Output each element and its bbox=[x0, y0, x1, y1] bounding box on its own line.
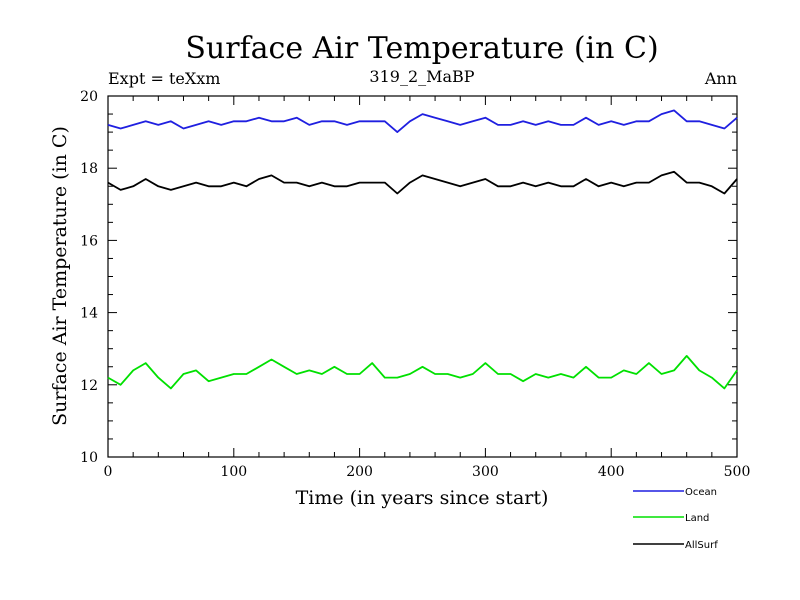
x-tick-label: 0 bbox=[104, 464, 113, 480]
legend-label-allsurf: AllSurf bbox=[685, 540, 718, 551]
plot-frame bbox=[107, 95, 738, 458]
series-line-land bbox=[107, 354, 738, 390]
series-line-allsurf bbox=[107, 170, 738, 195]
y-tick-label: 10 bbox=[80, 450, 98, 466]
experiment-label: Expt = teXxm bbox=[108, 69, 220, 88]
x-tick-label: 100 bbox=[220, 464, 247, 480]
x-tick-label: 400 bbox=[598, 464, 625, 480]
y-tick-label: 18 bbox=[80, 161, 98, 177]
legend-label-ocean: Ocean bbox=[685, 487, 717, 498]
season-label: Ann bbox=[704, 69, 737, 88]
legend: Ocean Land AllSurf bbox=[633, 487, 718, 551]
y-tick-label: 20 bbox=[80, 89, 98, 105]
chart-title: Surface Air Temperature (in C) bbox=[185, 31, 658, 66]
run-label: 319_2_MaBP bbox=[369, 67, 474, 86]
x-tick-label: 300 bbox=[472, 464, 499, 480]
series-layer bbox=[107, 109, 738, 390]
y-tick-label: 16 bbox=[80, 233, 98, 249]
x-tick-label: 200 bbox=[346, 464, 373, 480]
series-line-ocean bbox=[107, 109, 738, 134]
axis-ticks: 0 100 200 300 400 500 10 12 14 16 18 20 bbox=[80, 89, 750, 480]
x-axis-label: Time (in years since start) bbox=[296, 487, 549, 509]
y-tick-label: 14 bbox=[80, 306, 98, 322]
legend-label-land: Land bbox=[685, 513, 709, 524]
y-axis-label: Surface Air Temperature (in C) bbox=[49, 126, 71, 426]
y-tick-label: 12 bbox=[80, 378, 98, 394]
x-tick-label: 500 bbox=[724, 464, 751, 480]
